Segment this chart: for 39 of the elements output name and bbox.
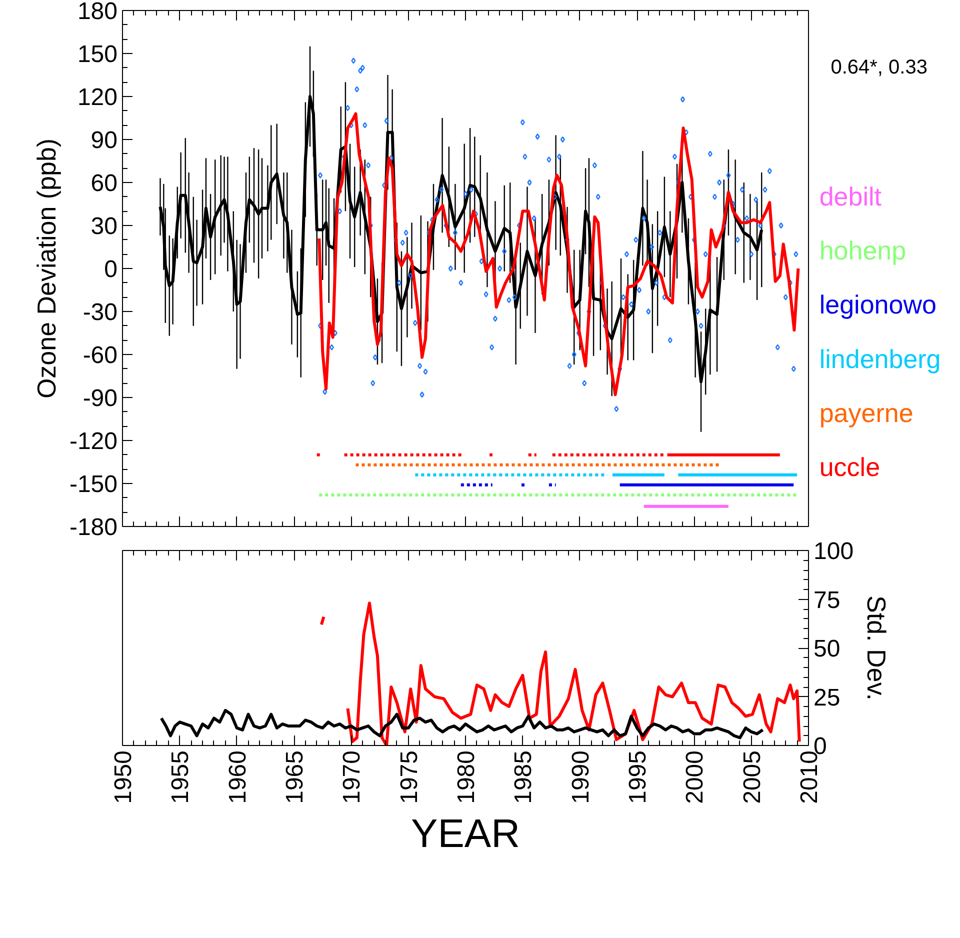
y-tick-label: 150 xyxy=(77,41,118,68)
x-tick-label: 1985 xyxy=(510,750,538,804)
x-tick-label: 1955 xyxy=(167,750,194,804)
x-axis-title: YEAR xyxy=(411,812,520,856)
x-tick-label: 1980 xyxy=(453,750,480,804)
y-tick-label: 30 xyxy=(90,213,118,240)
text: 0.64*, 0.33 xyxy=(830,56,928,78)
y-axis-title: Ozone Deviation (ppb) xyxy=(31,138,62,399)
text: lindenberg xyxy=(819,344,941,374)
y-tick-label: 0 xyxy=(104,256,118,283)
text: uccle xyxy=(819,452,880,482)
y-tick-label: 90 xyxy=(90,127,118,154)
y-tick-label: -120 xyxy=(69,428,118,455)
text: payerne xyxy=(819,398,914,428)
y2-tick-label: 100 xyxy=(814,538,854,565)
x-tick-label: 2000 xyxy=(682,750,709,804)
x-tick-label: 1995 xyxy=(624,750,652,804)
y-tick-label: 120 xyxy=(77,84,118,111)
y-tick-label: -180 xyxy=(69,514,118,541)
x-tick-label: 1965 xyxy=(282,750,308,804)
x-tick-label: 1950 xyxy=(110,750,137,804)
x-tick-label: 1960 xyxy=(224,750,252,804)
x-tick-label: 2005 xyxy=(738,750,766,804)
y-tick-label: -60 xyxy=(82,342,118,369)
text: hohenp xyxy=(819,235,906,266)
y-tick-label: 180 xyxy=(77,0,118,25)
y2-axis-title: Std. Dev. xyxy=(862,596,892,701)
y2-tick-label: 25 xyxy=(814,684,840,712)
x-tick-label: 1970 xyxy=(338,750,366,804)
x-tick-label: 1975 xyxy=(396,750,423,804)
x-tick-label: 1990 xyxy=(567,750,594,804)
y2-tick-label: 75 xyxy=(814,586,840,614)
text: legionowo xyxy=(819,290,936,320)
text: debilt xyxy=(819,181,882,212)
y-tick-label: -150 xyxy=(69,471,118,498)
y-tick-label: -90 xyxy=(82,385,118,412)
y2-tick-label: 50 xyxy=(814,636,840,662)
y-tick-label: -30 xyxy=(82,299,118,326)
y-tick-label: 60 xyxy=(90,170,118,197)
